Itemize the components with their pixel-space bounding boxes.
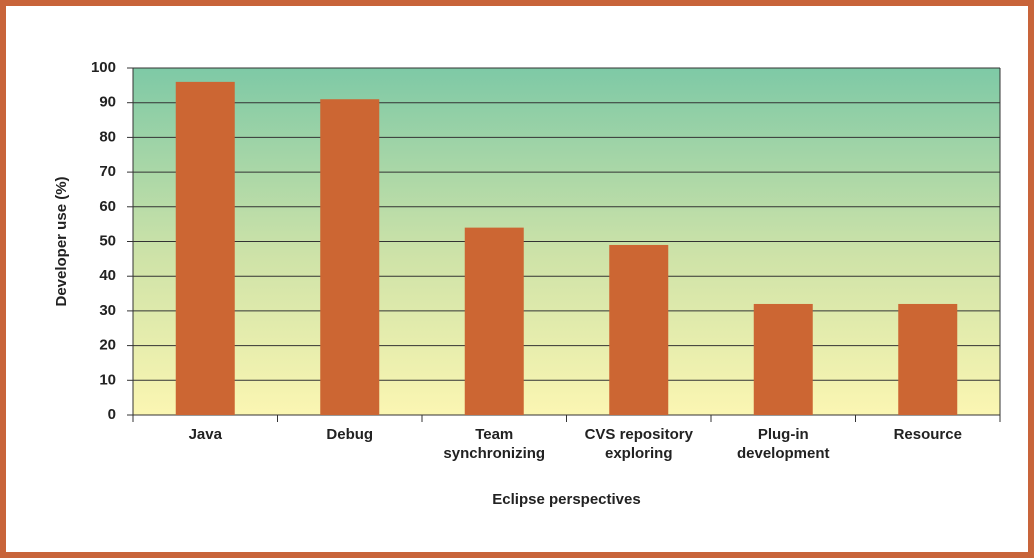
y-tick-label: 80	[99, 128, 116, 145]
bar	[175, 81, 235, 415]
x-tick-label-box: Team synchronizing	[443, 426, 546, 462]
y-axis-label: Developer use (%)	[53, 176, 70, 306]
x-tick-label-box: Resource	[893, 426, 962, 443]
x-tick-label: Team synchronizing	[443, 426, 546, 462]
x-tick-label: Resource	[893, 426, 962, 443]
x-tick-label: CVS repository exploring	[584, 426, 693, 462]
y-tick-label: 20	[99, 337, 116, 354]
bar	[898, 303, 958, 415]
y-tick-label: 70	[99, 163, 116, 180]
y-tick-label: 10	[99, 371, 116, 388]
y-tick-label: 90	[99, 94, 116, 111]
bar	[753, 303, 813, 415]
x-tick-label: Plug-in development	[736, 426, 830, 462]
x-tick-label-box: CVS repository exploring	[584, 426, 693, 462]
x-axis-label: Eclipse perspectives	[492, 491, 640, 508]
bar	[464, 227, 524, 415]
y-tick-label: 40	[99, 267, 116, 284]
x-tick-label-box: Java	[188, 426, 222, 443]
x-tick-label-box: Debug	[326, 426, 374, 443]
x-tick-label: Debug	[326, 426, 374, 443]
y-tick-label: 100	[91, 59, 116, 76]
x-tick-label: Java	[188, 426, 222, 443]
bar	[320, 99, 380, 415]
y-tick-label: 30	[99, 302, 116, 319]
y-tick-label: 60	[99, 198, 116, 215]
y-tick-label: 50	[99, 232, 116, 249]
y-tick-label: 0	[108, 406, 116, 423]
bar	[609, 244, 669, 415]
x-tick-label-box: Plug-in development	[736, 426, 830, 462]
